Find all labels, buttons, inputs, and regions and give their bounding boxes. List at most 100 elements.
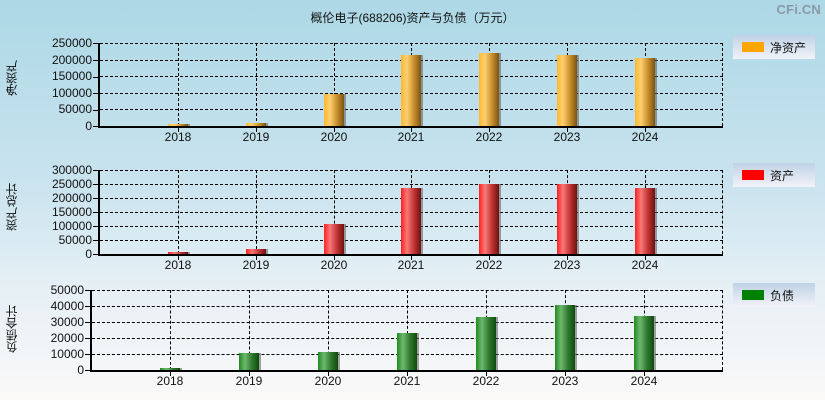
x-tick-mark (489, 128, 490, 132)
x-tick-mark (407, 372, 408, 376)
y-tick-label: 50000 (51, 284, 90, 296)
total-assets-y-axis-label: 资产总计 (5, 183, 19, 231)
cfi-logo: CFi.CN (776, 2, 821, 17)
y-tick-label: 300000 (52, 164, 98, 176)
total-assets-bar-2018 (168, 252, 188, 254)
net-assets-legend: 净资产 (733, 35, 815, 59)
gridline-vertical (334, 43, 335, 126)
legend-label: 净资产 (770, 40, 807, 55)
net-assets-bar-2022 (479, 52, 499, 126)
legend-label: 资产 (770, 168, 795, 183)
x-tick-label: 2018 (164, 258, 192, 272)
x-tick-mark (565, 372, 566, 376)
x-tick-mark (249, 372, 250, 376)
y-tick-label: 200000 (52, 54, 98, 66)
net-assets-bar-2018 (168, 124, 188, 126)
total-liabilities-bar-2020 (318, 352, 338, 370)
total-liabilities-bar-2019 (239, 352, 259, 370)
x-tick-mark (328, 372, 329, 376)
x-tick-label: 2022 (475, 130, 503, 144)
legend-swatch (742, 42, 764, 52)
total-liabilities-y-axis-label: 负债合计 (5, 305, 19, 353)
net-assets-bar-2024 (635, 57, 655, 126)
x-tick-label: 2024 (630, 374, 658, 388)
plot-frame-right (722, 43, 723, 126)
y-tick-label: 0 (85, 120, 98, 132)
y-tick-label: 20000 (51, 332, 90, 344)
gridline-vertical (256, 43, 257, 126)
x-tick-mark (645, 128, 646, 132)
total-assets-legend: 资产 (733, 163, 815, 187)
x-tick-label: 2023 (551, 374, 579, 388)
x-tick-label: 2024 (631, 130, 659, 144)
y-tick-label: 40000 (51, 300, 90, 312)
total-liabilities-bar-2022 (476, 317, 496, 370)
x-tick-mark (256, 128, 257, 132)
x-tick-mark (170, 372, 171, 376)
x-tick-label: 2022 (475, 258, 503, 272)
legend-swatch (742, 170, 764, 180)
x-tick-label: 2023 (553, 258, 581, 272)
x-tick-label: 2024 (631, 258, 659, 272)
x-tick-mark (256, 256, 257, 260)
x-tick-label: 2022 (472, 374, 500, 388)
net-assets-bar-2019 (246, 123, 266, 126)
gridline-vertical (178, 170, 179, 254)
net-assets-bar-2023 (557, 54, 577, 126)
total-assets-bar-2019 (246, 248, 266, 254)
total-assets-bar-2021 (401, 187, 421, 254)
x-tick-mark (645, 256, 646, 260)
plot-frame-right (722, 290, 723, 370)
y-tick-label: 150000 (52, 70, 98, 82)
x-tick-label: 2023 (553, 130, 581, 144)
gridline-vertical (328, 290, 329, 370)
total-assets-bar-2022 (479, 184, 499, 254)
total-liabilities-bar-2024 (634, 315, 654, 370)
gridline-vertical (407, 290, 408, 370)
total-assets-bar-2023 (557, 184, 577, 254)
x-tick-label: 2020 (320, 258, 348, 272)
total-assets-bar-2024 (635, 187, 655, 254)
total-assets-plot-area: 300000 250000 200000 150000 100000 50000 0 2018… (52, 164, 723, 272)
y-tick-label: 100000 (52, 87, 98, 99)
y-tick-label: 150000 (52, 206, 98, 218)
net-assets-bar-2021 (401, 54, 421, 126)
x-tick-label: 2020 (314, 374, 342, 388)
gridline-vertical (170, 290, 171, 370)
total-liabilities-plot-area: 50000 40000 30000 20000 10000 0 2018 2019 2020 20… (51, 284, 723, 388)
legend-label: 负债 (770, 288, 795, 303)
gridline-vertical (249, 290, 250, 370)
x-tick-label: 2020 (320, 130, 348, 144)
total-liabilities-bar-2021 (397, 333, 417, 370)
net-assets-bar-2020 (324, 94, 344, 126)
x-tick-mark (178, 256, 179, 260)
net-assets-y-axis-label: 净资产 (5, 60, 19, 96)
x-tick-mark (644, 372, 645, 376)
x-tick-mark (486, 372, 487, 376)
x-tick-label: 2019 (242, 130, 270, 144)
x-tick-label: 2021 (393, 374, 421, 388)
y-tick-label: 0 (85, 248, 98, 260)
legend-swatch (742, 290, 764, 300)
total-liabilities-bar-2018 (160, 368, 180, 370)
chart-title: 概伦电子(688206)资产与负债（万元） (310, 11, 515, 25)
net-assets-plot-area: 250000 200000 150000 100000 50000 0 2018 2019 20… (52, 37, 723, 144)
gridline-vertical (334, 170, 335, 254)
x-tick-label: 2021 (397, 258, 425, 272)
y-tick-label: 0 (77, 364, 90, 376)
y-tick-label: 250000 (52, 37, 98, 49)
total-assets-bar-2020 (324, 224, 344, 254)
x-tick-mark (567, 128, 568, 132)
x-tick-label: 2021 (397, 130, 425, 144)
x-tick-label: 2018 (156, 374, 184, 388)
total-liabilities-legend: 负债 (733, 283, 815, 307)
y-tick-label: 30000 (51, 316, 90, 328)
y-tick-label: 10000 (51, 348, 90, 360)
y-tick-label: 100000 (52, 220, 98, 232)
x-tick-mark (489, 256, 490, 260)
y-tick-label: 250000 (52, 178, 98, 190)
x-tick-mark (334, 256, 335, 260)
x-tick-mark (411, 128, 412, 132)
x-tick-label: 2019 (242, 258, 270, 272)
x-tick-mark (567, 256, 568, 260)
